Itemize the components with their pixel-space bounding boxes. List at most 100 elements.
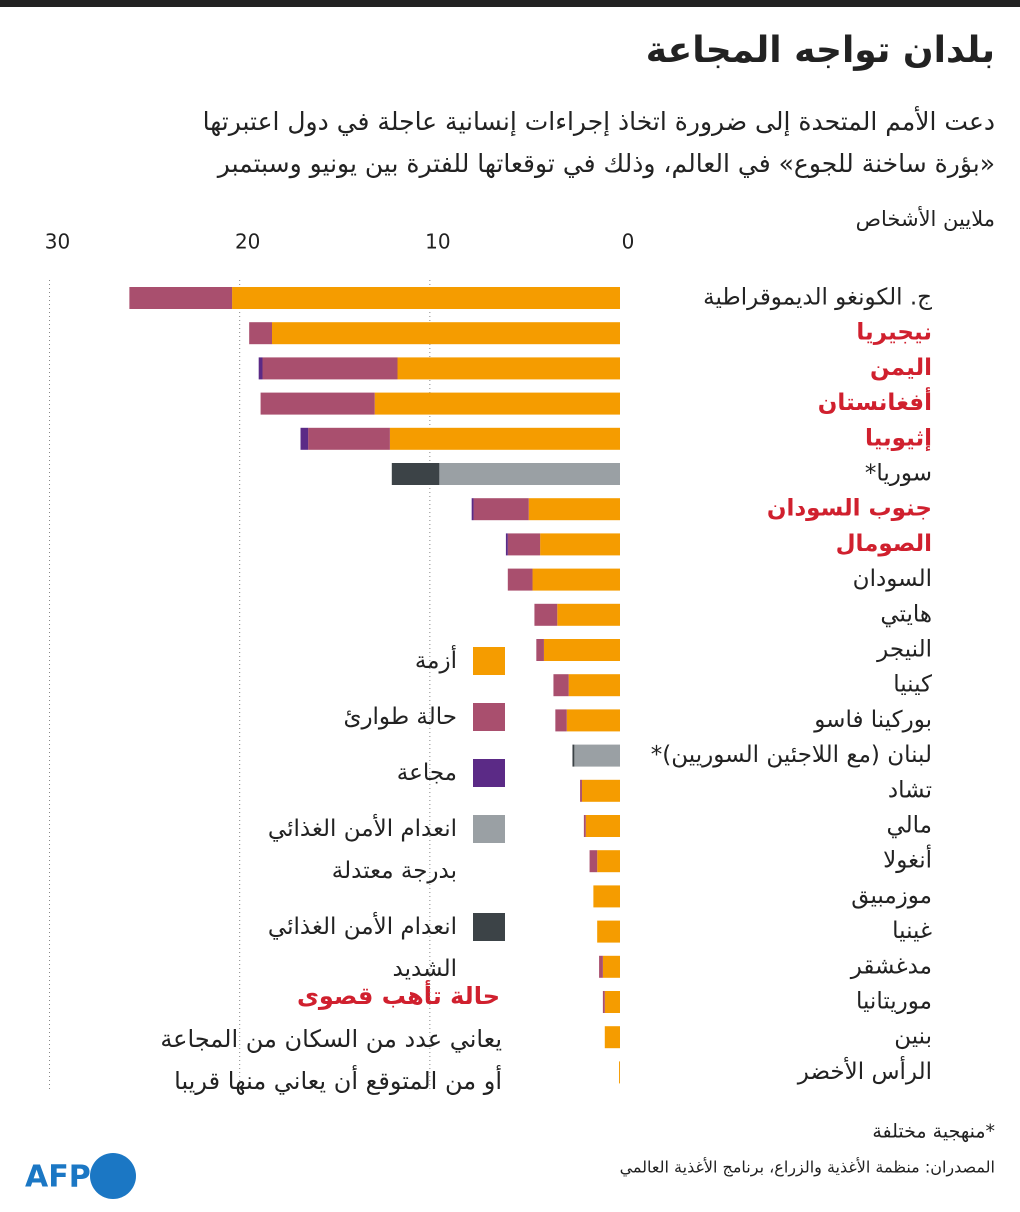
category-label: سوريا* (865, 461, 932, 487)
bar-segment (593, 885, 620, 908)
category-label: جنوب السودان (767, 496, 932, 522)
bar-segment (507, 533, 541, 556)
bar-segment (232, 287, 621, 309)
category-label: اليمن (870, 355, 932, 381)
bar-segment (597, 850, 620, 873)
legend-swatch (473, 913, 505, 941)
bar-segment (249, 322, 272, 345)
subtitle: «بؤرة ساخنة للجوع» في العالم، وذلك في تو… (216, 149, 995, 179)
bar-segment (258, 357, 263, 380)
bar-segment (505, 533, 508, 556)
bar-segment (604, 1026, 620, 1049)
logo: AFP (25, 1160, 91, 1195)
category-label: ج. الكونغو الديموقراطية (703, 285, 932, 311)
category-label: لبنان (مع اللاجئين السوريين)* (651, 742, 932, 768)
bar-segment (397, 357, 620, 380)
bar-segment (602, 955, 620, 978)
x-tick-label: 30 (45, 230, 70, 254)
legend-item: انعدام الأمن الغذائي بدرجة معتدلة (200, 808, 505, 892)
category-label: موزمبيق (851, 883, 932, 909)
bar-segment (599, 955, 603, 978)
bar-segment (583, 815, 586, 837)
category-label: إثيوبيا (865, 425, 932, 451)
legend-swatch (473, 703, 505, 731)
category-label: موريتانيا (856, 989, 932, 1015)
bar-segment (604, 991, 620, 1013)
bar-segment (572, 744, 575, 767)
category-label: بنين (894, 1024, 932, 1050)
axis-label: ملايين الأشخاص (856, 206, 995, 231)
bar-segment (391, 463, 440, 485)
top-rule (0, 0, 1020, 7)
legend-label: انعدام الأمن الغذائي بدرجة معتدلة (267, 816, 457, 884)
bar-segment (374, 392, 620, 415)
bar-segment (585, 815, 620, 837)
legend-item: انعدام الأمن الغذائي الشديد (200, 906, 505, 990)
legend-label: أزمة (414, 648, 457, 674)
bar-segment (574, 744, 620, 767)
bar-segment (568, 674, 620, 697)
bar-segment (536, 639, 544, 661)
legend-swatch (473, 647, 505, 675)
legend-swatch (473, 815, 505, 843)
bar-segment (557, 603, 620, 626)
bar-segment (532, 568, 620, 591)
category-label: النيجر (876, 637, 932, 663)
bar-segment (555, 709, 567, 732)
bar-segment (260, 392, 375, 415)
bar-segment (602, 991, 605, 1013)
footnote: *منهجية مختلفة (872, 1121, 995, 1143)
x-tick-label: 10 (425, 230, 450, 254)
bar-segment (272, 322, 620, 345)
bar-segment (308, 427, 390, 450)
category-label: نيجيريا (856, 320, 932, 346)
bar-segment (581, 779, 620, 802)
legend-label: مجاعة (396, 760, 457, 786)
subtitle: دعت الأمم المتحدة إلى ضرورة اتخاذ إجراءا… (203, 105, 995, 137)
x-tick-label: 20 (235, 230, 260, 254)
x-tick-label: 0 (622, 230, 635, 254)
bar-segment (473, 498, 529, 521)
category-label: تشاد (888, 777, 932, 803)
source: المصدران: منظمة الأغذية والزراع، برنامج … (620, 1157, 995, 1178)
logo-circle (90, 1153, 136, 1199)
bar-segment (543, 639, 620, 661)
category-label: الصومال (836, 531, 932, 557)
category-label: السودان (853, 566, 932, 592)
bar-segment (507, 568, 533, 591)
category-label: بوركينا فاسو (813, 707, 932, 733)
category-label: كينيا (893, 672, 932, 698)
bar-segment (439, 463, 620, 485)
bar-segment (553, 674, 569, 697)
legend-label: حالة طوارئ (343, 704, 457, 730)
legend-item: أزمة (200, 640, 505, 682)
bar-segment (300, 427, 309, 450)
bar-segment (528, 498, 620, 521)
category-label: أفغانستان (818, 386, 932, 416)
category-label: الرأس الأخضر (797, 1056, 932, 1085)
bar-segment (129, 287, 233, 309)
category-label: مالي (886, 813, 932, 839)
bar-segment (580, 779, 582, 802)
bar-segment (534, 603, 558, 626)
bar-segment (619, 1061, 620, 1084)
legend-item: مجاعة (200, 752, 505, 794)
alert-title: حالة تأهب قصوى (297, 980, 500, 1010)
bar-segment (262, 357, 398, 380)
legend-item: حالة طوارئ (200, 696, 505, 738)
category-label: غينيا (892, 918, 932, 944)
bar-segment (589, 850, 598, 873)
bar-segment (597, 920, 620, 943)
legend-swatch (473, 759, 505, 787)
category-label: مدغشقر (850, 953, 932, 979)
bar-segment (471, 498, 474, 521)
bar-segment (389, 427, 620, 450)
legend-label: انعدام الأمن الغذائي الشديد (267, 914, 457, 982)
category-label: هايتي (880, 601, 932, 627)
bar-segment (540, 533, 620, 556)
category-label: أنغولا (883, 845, 932, 874)
alert-text: أو من المتوقع أن يعاني منها قريبا (174, 1065, 502, 1095)
